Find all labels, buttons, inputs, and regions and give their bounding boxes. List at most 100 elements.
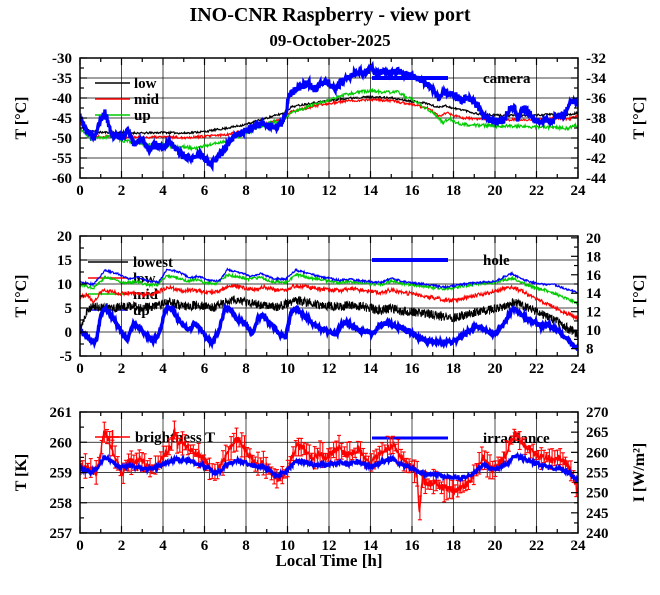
x-tick-label: 2 [118,538,126,554]
y2-tick-label: -32 [586,51,606,67]
y2-tick-label: 10 [586,323,601,339]
page-title: INO-CNR Raspberry - view port [189,4,471,26]
y-tick-label: -60 [52,171,72,187]
y2-tick-label: 255 [586,466,609,482]
x-tick-label: 14 [363,361,379,377]
x-tick-label: 16 [405,183,421,199]
series-lowest [80,295,578,340]
left-axis-title: T [°C] [13,97,30,140]
x-tick-label: 6 [201,538,209,554]
y-tick-label: -40 [52,91,72,107]
x-tick-label: 24 [571,361,587,377]
right-axis-title: I [W/m²] [631,443,648,502]
x-tick-label: 22 [529,538,544,554]
y-tick-label: -35 [52,71,72,87]
legend-label-mid: mid [134,92,160,108]
x-tick-label: 0 [76,361,84,377]
x-tick-label: 18 [446,183,461,199]
series-group [80,60,578,173]
x-tick-label: 20 [488,538,503,554]
x-tick-label: 8 [242,538,250,554]
y-tick-label: 10 [57,277,72,293]
x-tick-label: 10 [280,361,295,377]
y2-tick-label: 245 [586,506,609,522]
x-tick-label: 10 [280,538,295,554]
y2-tick-label: 270 [586,405,609,421]
y2-tick-label: 12 [586,305,601,321]
legend-label-up: up [134,108,151,124]
y-tick-label: 15 [57,253,72,269]
legend-label-brightness-T: brightness T [135,430,215,446]
x-tick-label: 22 [529,361,544,377]
y-tick-label: 260 [50,435,73,451]
y2-tick-label: 16 [586,268,602,284]
x-tick-label: 16 [405,538,421,554]
tick-marks [79,235,579,357]
y2-tick-label: -36 [586,91,606,107]
legend-label-hole: hole [483,253,510,269]
legend-label-camera: camera [483,71,531,87]
y2-tick-label: -40 [586,131,606,147]
series-low [80,283,578,321]
x-tick-label: 12 [322,538,337,554]
x-tick-label: 2 [118,361,126,377]
y-tick-label: -30 [52,51,72,67]
legend-label-low: low [134,76,157,92]
y-tick-label: -55 [52,151,72,167]
x-tick-label: 20 [488,361,503,377]
x-tick-label: 24 [571,538,587,554]
y-tick-label: 261 [50,405,73,421]
series-group [80,420,578,521]
x-tick-label: 0 [76,538,84,554]
y-tick-label: 5 [65,301,73,317]
tick-marks [79,57,579,179]
series-hole [80,302,578,352]
y2-tick-label: 14 [586,286,602,302]
x-tick-label: 0 [76,183,84,199]
axis-labels: 0 2 4 6 8 10 12 14 16 18 20 22 24-60-55-50-45-40-35-… [13,51,648,199]
y2-tick-label: 240 [586,526,609,542]
y-tick-label: -50 [52,131,72,147]
y2-tick-label: -34 [586,71,606,87]
x-tick-label: 4 [159,538,167,554]
axis-labels: 0 2 4 6 8 10 12 14 16 18 20 22 242572582592602612402… [13,405,648,554]
y2-tick-label: 8 [586,342,594,358]
x-tick-label: 8 [242,361,250,377]
x-tick-label: 16 [405,361,421,377]
x-tick-label: 10 [280,183,295,199]
series-irradiance [80,451,578,483]
left-axis-title: T [K] [13,454,30,491]
y2-tick-label: -44 [586,171,606,187]
y-tick-label: 20 [57,229,72,245]
x-tick-label: 12 [322,361,337,377]
x-tick-label: 4 [159,183,167,199]
x-tick-label: 14 [363,538,379,554]
y-tick-label: -45 [52,111,72,127]
x-tick-label: 4 [159,361,167,377]
y2-tick-label: 260 [586,445,609,461]
series-camera [80,60,578,173]
y2-tick-label: -38 [586,111,606,127]
x-tick-label: 20 [488,183,503,199]
x-tick-label: 12 [322,183,337,199]
series-group [80,267,578,352]
x-tick-label: 8 [242,183,250,199]
y-tick-label: 257 [50,526,73,542]
x-tick-label: 18 [446,538,461,554]
x-tick-label: 18 [446,361,461,377]
y2-tick-label: 18 [586,249,601,265]
y-tick-label: -5 [60,349,73,365]
y-tick-label: 0 [65,325,73,341]
x-axis-title: Local Time [h] [275,551,383,570]
x-tick-label: 24 [571,183,587,199]
page-subtitle: 09-October-2025 [269,31,391,50]
y2-tick-label: 20 [586,231,601,247]
x-tick-label: 2 [118,183,126,199]
legend-label-lowest: lowest [133,255,173,271]
